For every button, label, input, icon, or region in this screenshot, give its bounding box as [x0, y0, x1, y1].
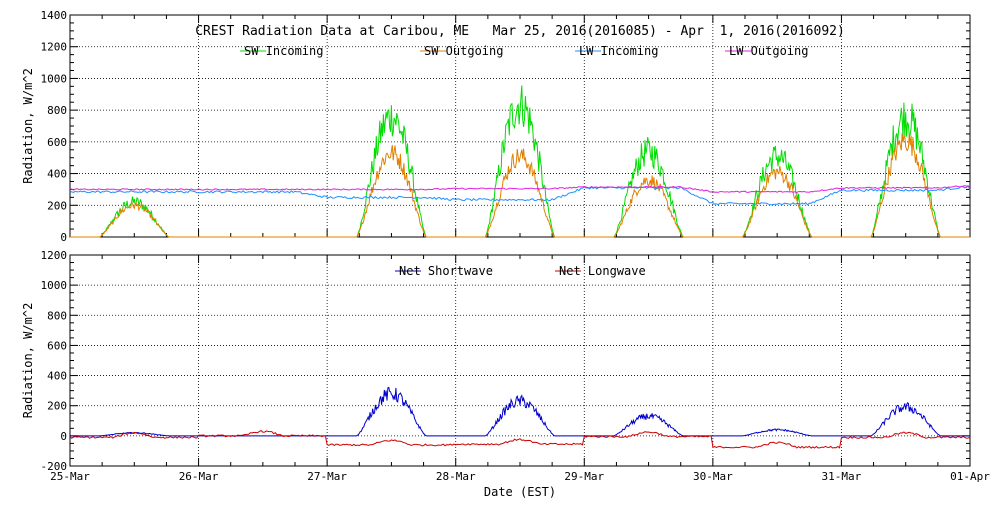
legend-label: SW Incoming [244, 44, 323, 58]
x-axis-title: Date (EST) [484, 485, 556, 499]
bottom-panel: 25-Mar 26-Mar 27-Mar 28-Mar 29-Mar 30-Mar 31-M… [21, 249, 990, 499]
series-line-sw-incoming [70, 85, 970, 238]
y-tick-label: 200 [47, 400, 67, 413]
y-tick-label: 400 [47, 168, 67, 181]
y-tick-label: 0 [60, 430, 67, 443]
legend-label: LW Incoming [579, 44, 658, 58]
x-tick-label: 27-Mar [307, 470, 347, 483]
legend-label: Net Shortwave [399, 264, 493, 278]
y-tick-label: -200 [41, 460, 68, 473]
y-tick-label: 0 [60, 231, 67, 244]
x-tick-label: 01-Apr [950, 470, 990, 483]
x-tick-label: 30-Mar [693, 470, 733, 483]
y-tick-label: 1200 [41, 249, 68, 262]
y-tick-label: 600 [47, 136, 67, 149]
plot-frame [69, 14, 971, 238]
series-line-net-longwave [69, 429, 971, 449]
series-line-lw-outgoing [69, 185, 971, 193]
y-tick-label: 400 [47, 370, 67, 383]
series-line-net-shortwave [70, 386, 970, 437]
chart-title: CREST Radiation Data at Caribou, ME Mar … [195, 24, 845, 39]
legend-label: SW Outgoing [424, 44, 503, 58]
y-tick-label: 1400 [41, 9, 68, 22]
series-line-sw-outgoing [70, 133, 970, 238]
x-tick-label: 31-Mar [822, 470, 862, 483]
y-tick-label: 1000 [41, 72, 68, 85]
legend-label: Net Longwave [559, 264, 646, 278]
plot-frame [69, 254, 971, 467]
y-tick-label: 1200 [41, 41, 68, 54]
x-tick-label: 28-Mar [436, 470, 476, 483]
y-tick-label: 1000 [41, 279, 68, 292]
y-axis-title: Radiation, W/m^2 [21, 303, 35, 419]
y-tick-label: 800 [47, 309, 67, 322]
y-axis-title: Radiation, W/m^2 [21, 68, 35, 184]
legend-label: LW Outgoing [729, 44, 808, 58]
x-tick-label: 26-Mar [179, 470, 219, 483]
y-tick-label: 200 [47, 199, 67, 212]
y-tick-label: 800 [47, 104, 67, 117]
y-tick-label: 600 [47, 339, 67, 352]
series-line-lw-incoming [69, 185, 971, 206]
x-tick-label: 29-Mar [564, 470, 604, 483]
top-panel: 0 200 400 600 800 1000 1200 1400 Radiation, W/m^… [21, 9, 971, 244]
x-tick-label: 25-Mar [50, 470, 90, 483]
